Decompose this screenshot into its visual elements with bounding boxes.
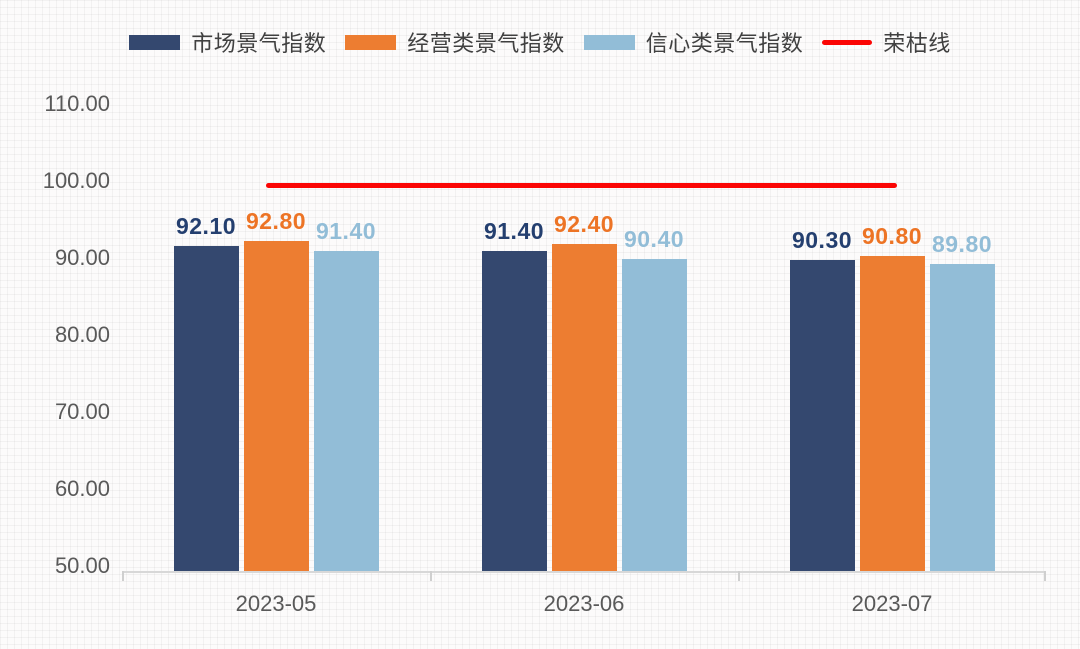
- bar-2023-06-series1: [481, 251, 547, 571]
- legend-item-confidence-index: 信心类景气指数: [583, 26, 804, 58]
- y-axis-tick-100: 100.00: [42, 168, 110, 193]
- x-axis-tick-mark: [738, 571, 740, 581]
- bar-2023-06-series2: [551, 243, 617, 571]
- bar-2023-07-series3: [929, 263, 995, 571]
- legend-label-operation-index: 经营类景气指数: [407, 31, 565, 56]
- bar-value-label: 89.80: [931, 230, 993, 257]
- bar-value-label: 92.80: [245, 207, 307, 234]
- bar-2023-07-series1: [789, 259, 855, 571]
- bar-value-label: 91.40: [483, 218, 545, 245]
- legend-item-boom-bust-line: 荣枯线: [822, 26, 951, 58]
- bar-2023-05-series3: [313, 251, 379, 571]
- bar-2023-05-series2: [243, 240, 309, 571]
- bar-value-label: 92.10: [175, 212, 237, 239]
- legend-swatch-series3-icon: [583, 34, 635, 50]
- legend-line-icon: [822, 39, 873, 45]
- x-axis-label-2023-05: 2023-05: [235, 591, 317, 616]
- y-axis-tick-70: 70.00: [54, 399, 110, 424]
- x-axis-tick-mark: [1044, 571, 1046, 581]
- legend-item-market-index: 市场景气指数: [129, 26, 326, 58]
- chart-legend: 市场景气指数 经营类景气指数 信心类景气指数 荣枯线: [0, 26, 1080, 58]
- y-axis-tick-50: 50.00: [54, 553, 110, 578]
- x-axis-tick-mark: [122, 571, 124, 581]
- legend-item-operation-index: 经营类景气指数: [345, 26, 565, 58]
- legend-swatch-series2-icon: [345, 34, 397, 50]
- reference-line: [266, 182, 897, 188]
- bar-value-label: 92.40: [553, 210, 615, 237]
- y-axis-tick-110: 110.00: [44, 91, 110, 116]
- legend-label-market-index: 市场景气指数: [191, 31, 327, 56]
- bar-value-label: 91.40: [315, 218, 377, 245]
- bar-value-label: 90.40: [623, 226, 685, 253]
- bar-2023-06-series3: [621, 259, 687, 571]
- y-axis-tick-90: 90.00: [54, 245, 110, 270]
- x-axis-tick-mark: [430, 571, 432, 581]
- legend-label-boom-bust-line: 荣枯线: [883, 31, 951, 56]
- bar-2023-05-series1: [173, 245, 239, 571]
- bar-value-label: 90.80: [861, 223, 923, 250]
- x-axis-label-2023-06: 2023-06: [543, 591, 625, 616]
- legend-swatch-series1-icon: [129, 34, 181, 50]
- x-axis-label-2023-07: 2023-07: [851, 591, 933, 616]
- bar-value-label: 90.30: [791, 226, 853, 253]
- y-axis-tick-60: 60.00: [54, 476, 110, 501]
- bar-2023-07-series2: [859, 256, 925, 571]
- y-axis-tick-80: 80.00: [54, 322, 110, 347]
- legend-label-confidence-index: 信心类景气指数: [645, 31, 804, 56]
- x-axis-line: [122, 571, 1046, 573]
